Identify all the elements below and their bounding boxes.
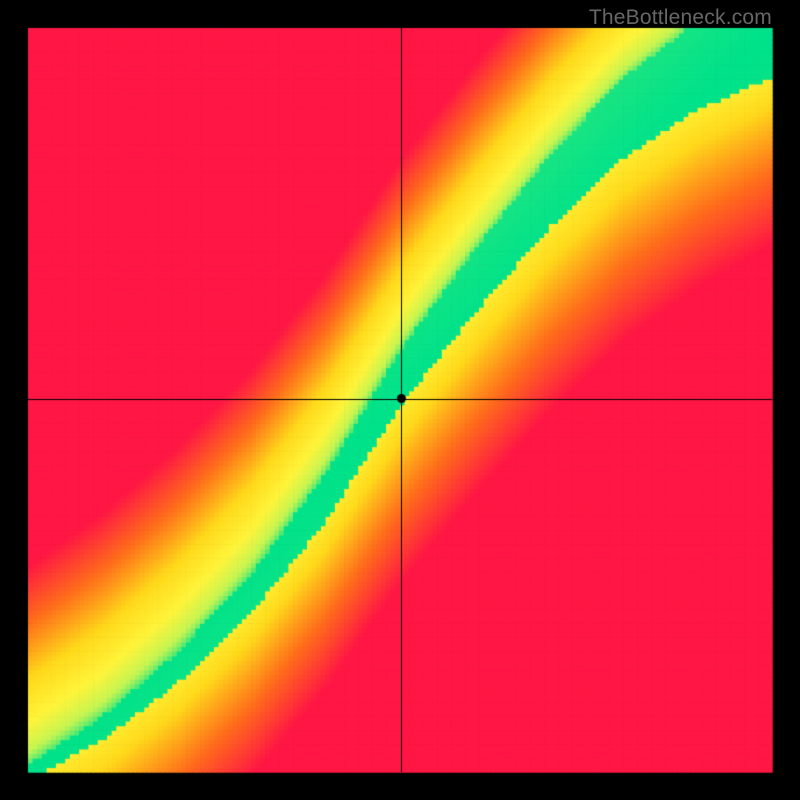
- bottleneck-heatmap: [0, 0, 800, 800]
- watermark-text: TheBottleneck.com: [589, 6, 772, 30]
- chart-container: TheBottleneck.com: [0, 0, 800, 800]
